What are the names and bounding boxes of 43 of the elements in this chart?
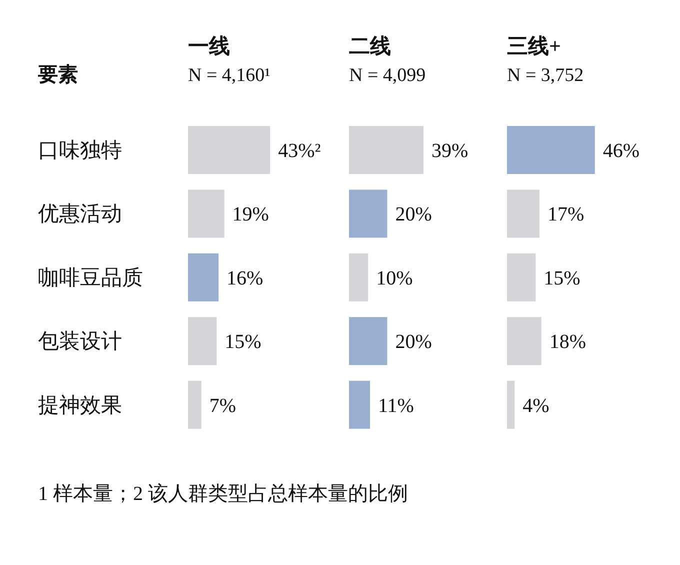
data-label: 7% <box>209 394 236 417</box>
bar <box>188 190 224 238</box>
y-tick-label: 咖啡豆品质 <box>38 265 143 290</box>
bar <box>349 380 370 429</box>
bar <box>507 190 540 238</box>
bar <box>188 317 217 366</box>
bar <box>349 190 388 238</box>
bar <box>349 253 368 302</box>
bar <box>349 126 424 174</box>
bar <box>188 126 270 174</box>
data-label: 46% <box>602 140 640 162</box>
y-tick-label: 提神效果 <box>38 392 122 417</box>
y-axis-title: 要素 <box>37 63 78 86</box>
data-label: 16% <box>226 267 264 290</box>
bar <box>188 253 219 302</box>
data-label: 39% <box>431 140 468 162</box>
data-label: 18% <box>549 331 586 354</box>
data-label: 20% <box>395 331 432 354</box>
chart-subtitle: N = 4,160¹ <box>188 65 271 86</box>
y-tick-label: 口味独特 <box>38 138 122 162</box>
bar <box>349 317 388 366</box>
chart-title: 三线+ <box>507 34 561 58</box>
text: 1 样本量；2 该人群类型占总样本量的比例 <box>38 483 408 505</box>
chart-title: 一线 <box>188 34 230 58</box>
bar <box>507 380 515 429</box>
data-label: 20% <box>395 204 432 226</box>
data-label: 4% <box>522 394 550 417</box>
bar <box>507 317 542 366</box>
chart-subtitle: N = 4,099 <box>349 65 426 86</box>
data-label: 19% <box>232 204 269 226</box>
data-label: 17% <box>547 204 584 226</box>
data-label: 11% <box>378 394 414 417</box>
data-label: 15% <box>544 267 580 290</box>
bar <box>507 253 536 302</box>
data-label: 15% <box>224 331 262 354</box>
bar <box>507 126 595 174</box>
data-label: 10% <box>376 267 413 290</box>
y-tick-label: 优惠活动 <box>38 202 122 226</box>
bar <box>188 380 202 429</box>
chart-subtitle: N = 3,752 <box>507 65 584 86</box>
chart-title: 二线 <box>349 34 391 58</box>
y-tick-label: 包装设计 <box>38 329 122 354</box>
data-label: 43%² <box>278 140 321 162</box>
